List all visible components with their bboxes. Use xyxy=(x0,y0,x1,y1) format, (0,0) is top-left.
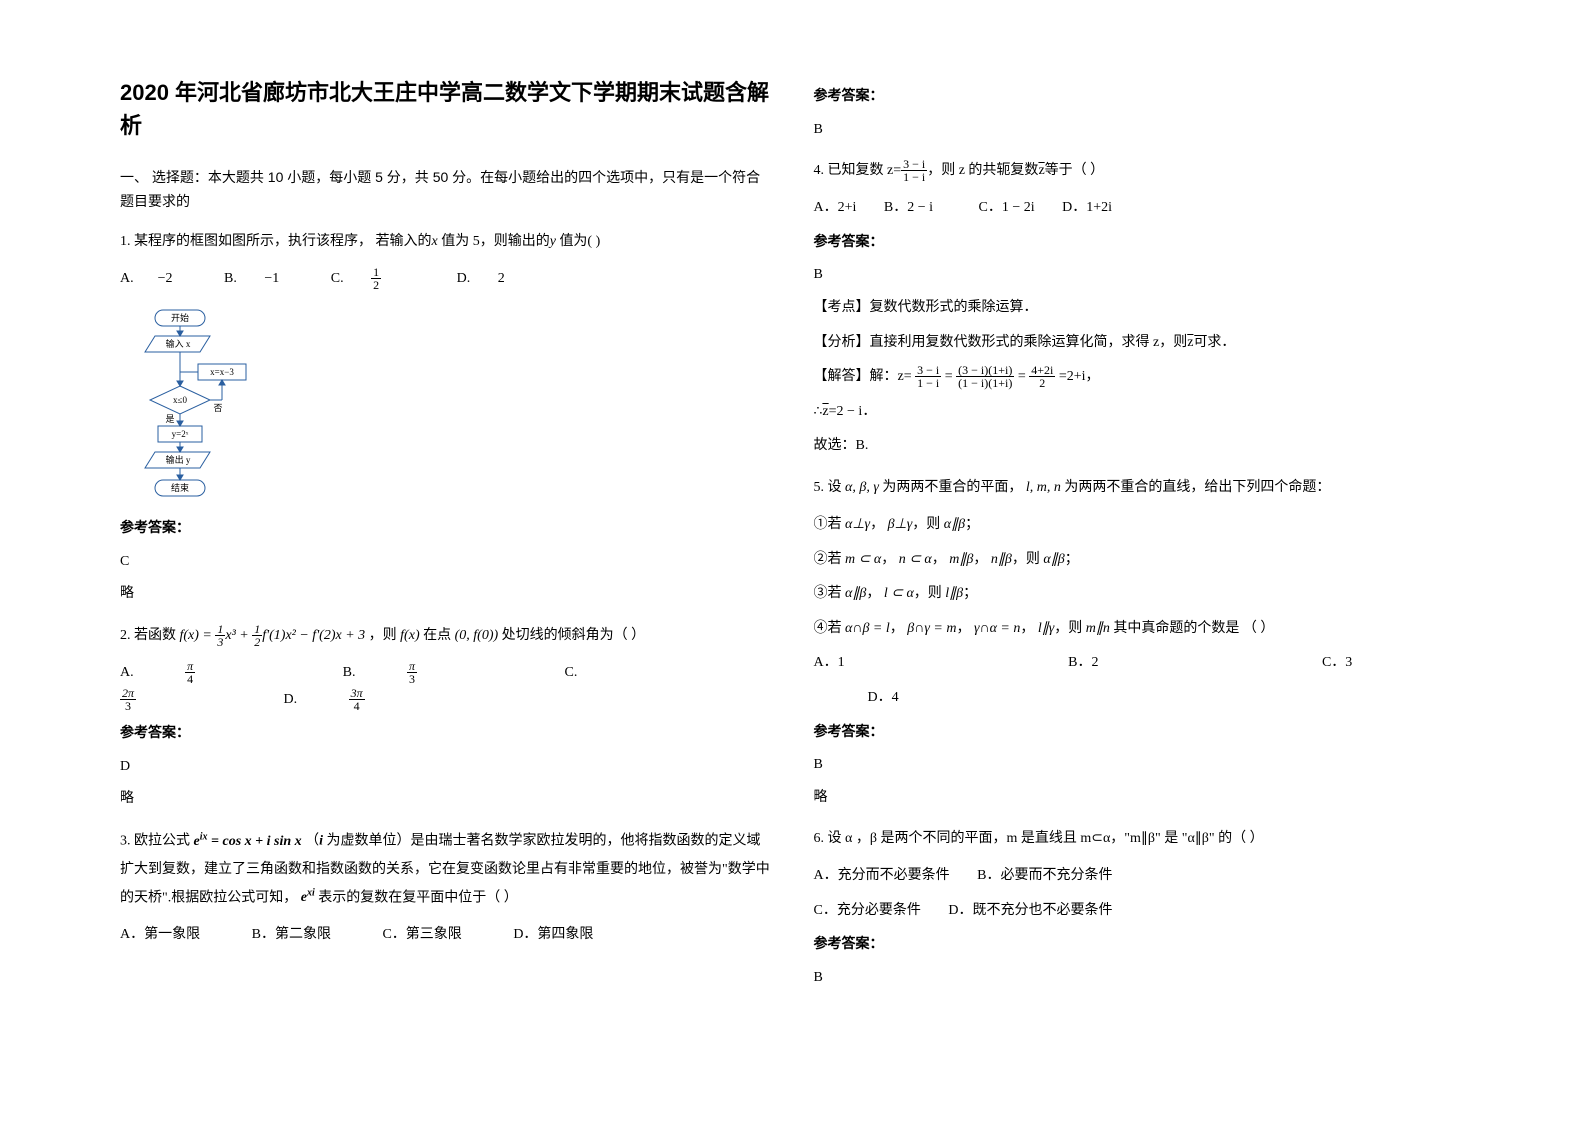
question-1: 1. 某程序的框图如图所示，执行该程序， 若输入的x 值为 5，则输出的y 值为… xyxy=(120,228,774,256)
q4-point: 【考点】复数代数形式的乘除运算． xyxy=(814,295,1468,322)
q2-answer-label: 参考答案： xyxy=(120,721,774,748)
svg-text:结束: 结束 xyxy=(171,482,189,493)
svg-text:是: 是 xyxy=(165,414,174,424)
question-2: 2. 若函数 f(x) = 13x³ + 12f'(1)x² − f'(2)x … xyxy=(120,622,774,650)
svg-text:x=x−3: x=x−3 xyxy=(210,367,234,377)
q3-answer: B xyxy=(814,117,1468,144)
flowchart-diagram: 开始 输入 x x=x−3 x≤0 y=2ˣ 输出 y 结束 是 否 xyxy=(120,304,774,504)
q4-answer: B xyxy=(814,262,1468,289)
q3-options: A．第一象限 B．第二象限 C．第三象限 D．第四象限 xyxy=(120,922,774,949)
q1-optB: B. xyxy=(224,271,237,286)
q1-optA: A. xyxy=(120,271,134,286)
q1-answer-label: 参考答案： xyxy=(120,516,774,543)
left-column: 2020 年河北省廊坊市北大王庄中学高二数学文下学期期末试题含解析 一、 选择题… xyxy=(100,76,794,1092)
q2-brief: 略 xyxy=(120,786,774,813)
q6-options-2: C．充分必要条件 D．既不充分也不必要条件 xyxy=(814,898,1468,925)
q6-answer: B xyxy=(814,965,1468,992)
q1-text-mid2: 值为( ) xyxy=(556,234,600,249)
q5-answer-label: 参考答案： xyxy=(814,720,1468,747)
svg-text:y=2ˣ: y=2ˣ xyxy=(172,429,189,439)
q3-answer-label: 参考答案： xyxy=(814,84,1468,111)
q5-stmt-2: ②若 m ⊂ α， n ⊂ α， m∥β， n∥β，则 α∥β； xyxy=(814,547,1468,574)
q6-options-1: A．充分而不必要条件 B．必要而不充分条件 xyxy=(814,863,1468,890)
question-4: 4. 已知复数 z=3 − i1 − i，则 z 的共轭复数z等于（ ） xyxy=(814,157,1468,185)
svg-text:x≤0: x≤0 xyxy=(173,395,187,405)
q2-text-pre: 2. 若函数 xyxy=(120,628,176,643)
svg-text:否: 否 xyxy=(213,403,222,413)
q1-optD: D. xyxy=(457,271,471,286)
svg-text:输入 x: 输入 x xyxy=(166,338,191,349)
right-column: 参考答案： B 4. 已知复数 z=3 − i1 − i，则 z 的共轭复数z等… xyxy=(794,76,1488,1092)
q4-conclusion: 故选：B. xyxy=(814,433,1468,460)
q5-stmt-4: ④若 α∩β = l， β∩γ = m， γ∩α = n， l∥γ，则 m∥n … xyxy=(814,616,1468,643)
q5-stmt-1: ①若 α⊥γ， β⊥γ，则 α∥β； xyxy=(814,512,1468,539)
q1-text-pre: 1. 某程序的框图如图所示，执行该程序， 若输入的 xyxy=(120,234,432,249)
q4-analysis: 【分析】直接利用复数代数形式的乘除运算化简，求得 z，则z可求． xyxy=(814,330,1468,357)
svg-text:输出 y: 输出 y xyxy=(166,454,191,465)
q4-solve: 【解答】解：z= 3 − i1 − i = (3 − i)(1+i)(1 − i… xyxy=(814,364,1468,391)
q2-answer: D xyxy=(120,754,774,781)
q4-answer-label: 参考答案： xyxy=(814,230,1468,257)
question-5: 5. 设 α, β, γ 为两两不重合的平面， l, m, n 为两两不重合的直… xyxy=(814,474,1468,502)
svg-text:开始: 开始 xyxy=(171,312,189,323)
question-3: 3. 欧拉公式 eix = cos x + i sin x （i 为虚数单位）是… xyxy=(120,827,774,912)
q1-brief: 略 xyxy=(120,581,774,608)
page-title: 2020 年河北省廊坊市北大王庄中学高二数学文下学期期末试题含解析 xyxy=(120,76,774,142)
q1-options: A.−2 B. −1 C. 12 D. 2 xyxy=(120,266,774,293)
q5-options-2: D．4 xyxy=(814,685,1468,712)
q5-options: A．1 B．2 C．3 xyxy=(814,650,1468,677)
q1-optC: C. xyxy=(331,271,344,286)
q1-answer: C xyxy=(120,549,774,576)
flowchart-svg: 开始 输入 x x=x−3 x≤0 y=2ˣ 输出 y 结束 是 否 xyxy=(120,304,280,504)
q4-therefore: ∴z=2 − i． xyxy=(814,399,1468,426)
q2-options: A. π4 B. π3 C. 2π3 D. 3π4 xyxy=(120,660,774,713)
q5-brief: 略 xyxy=(814,785,1468,812)
q5-stmt-3: ③若 α∥β， l ⊂ α，则 l∥β； xyxy=(814,581,1468,608)
q6-answer-label: 参考答案： xyxy=(814,932,1468,959)
q5-answer: B xyxy=(814,752,1468,779)
q1-text-mid1: 值为 5，则输出的 xyxy=(438,234,550,249)
q4-options: A．2+i B．2 − i C．1 − 2i D．1+2i xyxy=(814,195,1468,222)
question-6: 6. 设 α ，β 是两个不同的平面，m 是直线且 m⊂α，"m∥β" 是 "α… xyxy=(814,825,1468,853)
section-1-header: 一、 选择题：本大题共 10 小题，每小题 5 分，共 50 分。在每小题给出的… xyxy=(120,166,774,214)
